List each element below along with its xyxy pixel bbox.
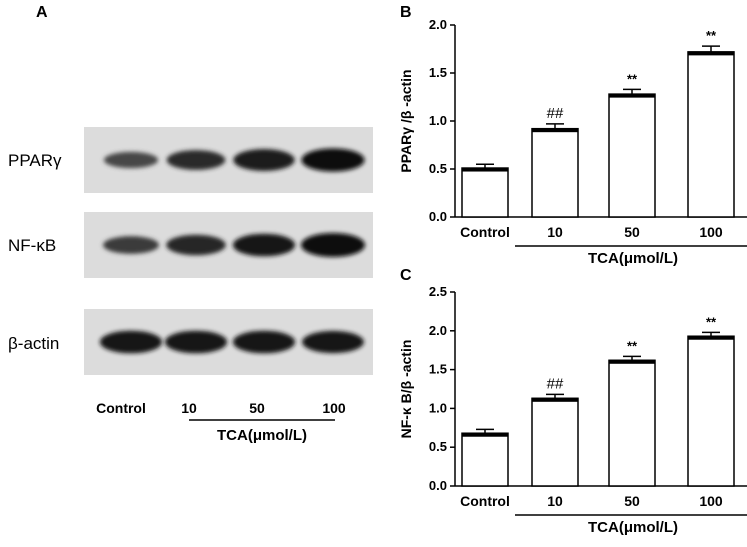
x-tick-label: 100 xyxy=(699,224,723,240)
blot-band xyxy=(99,330,163,354)
y-tick-label: 1.5 xyxy=(429,65,447,80)
blot-band xyxy=(103,151,159,169)
x-tick-label: 50 xyxy=(624,224,640,240)
y-tick-label: 0.0 xyxy=(429,209,447,224)
blot-band xyxy=(301,148,365,172)
bar xyxy=(531,127,579,218)
blot-band xyxy=(233,149,295,171)
panel-a-western-blot: A PPARγ NF-κB β-actin Control 10 50 100 TCA(μ… xyxy=(8,4,373,444)
significance-label: ** xyxy=(706,28,717,43)
blot-band xyxy=(232,330,296,354)
bar-top-edge xyxy=(609,359,655,364)
group-label: TCA(μmol/L) xyxy=(588,519,678,536)
panel-a-category-label: 10 xyxy=(181,400,197,416)
x-tick-label: 10 xyxy=(547,224,563,240)
bar-top-edge xyxy=(462,432,508,437)
blot-band xyxy=(301,233,365,257)
blot-band xyxy=(164,330,228,354)
panel-a-category-label: 50 xyxy=(249,400,265,416)
x-tick-label: Control xyxy=(460,493,510,509)
y-axis-label: PPARγ /β -actin xyxy=(398,69,414,172)
blot-band xyxy=(166,234,226,256)
blot-row-label: NF-κB xyxy=(8,236,56,255)
y-tick-label: 2.0 xyxy=(429,17,447,32)
x-tick-label: 10 xyxy=(547,493,563,509)
significance-label: ## xyxy=(547,105,564,122)
panel-letter: B xyxy=(400,4,412,21)
x-tick-label: 50 xyxy=(624,493,640,509)
y-tick-label: 0.5 xyxy=(429,439,447,454)
bar-top-edge xyxy=(462,167,508,172)
bar xyxy=(687,335,735,487)
blot-band xyxy=(302,330,364,354)
panel-a-category-label: 100 xyxy=(322,400,346,416)
significance-label: ## xyxy=(547,375,564,392)
bar-top-edge xyxy=(609,93,655,98)
significance-label: ** xyxy=(627,338,638,353)
blot-band xyxy=(166,150,226,170)
blot-row-label: β-actin xyxy=(8,334,59,353)
blot-row: NF-κB xyxy=(8,212,373,278)
y-tick-label: 1.0 xyxy=(429,113,447,128)
y-tick-label: 2.0 xyxy=(429,323,447,338)
significance-label: ** xyxy=(706,314,717,329)
panel-a-group-label: TCA(μmol/L) xyxy=(217,427,307,444)
panel-c-chart: C 0.0 0.5 1.0 1.5 2.0 2.5 NF-κ B/β -actin Contro… xyxy=(398,267,747,536)
blot-row: PPARγ xyxy=(8,127,373,193)
blot-row-label: PPARγ xyxy=(8,151,62,170)
y-tick-label: 0.5 xyxy=(429,161,447,176)
blot-band xyxy=(103,236,159,254)
panel-a-letter: A xyxy=(36,4,48,21)
bar xyxy=(608,93,656,218)
x-tick-label: 100 xyxy=(699,493,723,509)
bar xyxy=(687,51,735,218)
y-tick-label: 0.0 xyxy=(429,478,447,493)
bar-top-edge xyxy=(688,51,734,56)
y-tick-label: 1.0 xyxy=(429,400,447,415)
y-axis-label: NF-κ B/β -actin xyxy=(398,340,414,439)
bar-top-edge xyxy=(688,335,734,340)
bar xyxy=(461,167,509,218)
bar xyxy=(461,432,509,487)
bar xyxy=(531,397,579,487)
panel-letter: C xyxy=(400,267,412,284)
panel-b-chart: B 0.0 0.5 1.0 1.5 2.0 PPARγ /β -actin Control ##… xyxy=(398,4,747,267)
group-label: TCA(μmol/L) xyxy=(588,250,678,267)
bar-top-edge xyxy=(532,397,578,402)
bar xyxy=(608,359,656,487)
y-tick-label: 2.5 xyxy=(429,284,447,299)
y-tick-label: 1.5 xyxy=(429,362,447,377)
bar-top-edge xyxy=(532,128,578,133)
blot-row: β-actin xyxy=(8,309,373,375)
panel-a-category-label: Control xyxy=(96,400,146,416)
significance-label: ** xyxy=(627,71,638,86)
blot-band xyxy=(232,233,296,257)
x-tick-label: Control xyxy=(460,224,510,240)
